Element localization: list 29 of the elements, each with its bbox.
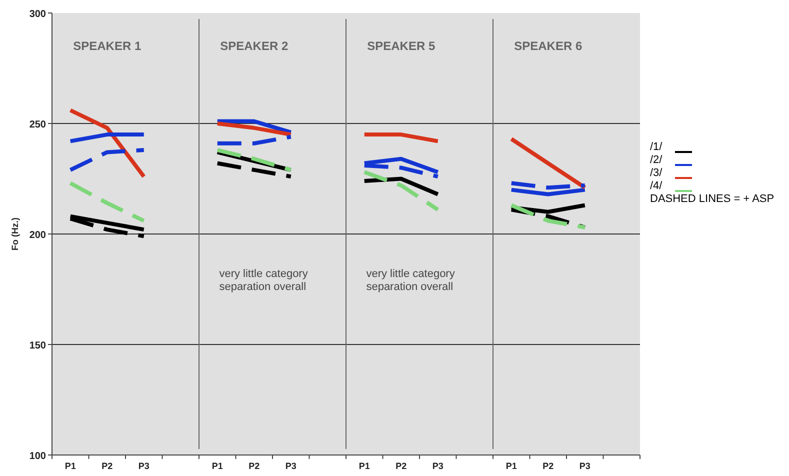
text: SPEAKER 1 (73, 39, 142, 53)
text: SPEAKER 5 (367, 39, 436, 53)
text: DASHED LINES = + ASP (650, 193, 774, 205)
y-tick-label: 200 (29, 230, 46, 241)
y-tick-label: 250 (29, 120, 46, 130)
y-tick-label: 300 (29, 9, 46, 20)
x-tick-label: P1 (212, 461, 223, 471)
x-tick-label: P2 (248, 461, 260, 471)
x-tick-label: P1 (358, 461, 370, 471)
x-tick-label: P2 (102, 461, 113, 471)
y-tick-label: 100 (29, 451, 46, 462)
y-axis-title: Fo (Hz.) (10, 218, 20, 250)
legend-label: /1/ (650, 141, 664, 153)
x-tick-label: P1 (64, 461, 76, 471)
legend-label: /3/ (650, 167, 664, 179)
legend-label: /2/ (650, 154, 664, 166)
x-tick-label: P1 (506, 461, 517, 471)
x-tick-label: P3 (138, 461, 150, 471)
x-tick-label: P2 (542, 461, 554, 471)
x-tick-label: P3 (579, 461, 590, 471)
y-tick-label: 150 (29, 340, 46, 352)
x-tick-label: P3 (432, 461, 444, 471)
x-tick-label: P3 (285, 461, 296, 471)
legend-label: /4/ (650, 180, 664, 192)
text: SPEAKER 2 (220, 39, 288, 53)
x-tick-label: P2 (396, 461, 407, 471)
text: SPEAKER 6 (514, 39, 582, 53)
annotation: very little category separation overall (219, 268, 308, 293)
annotation: very little category separation overall (366, 268, 456, 293)
